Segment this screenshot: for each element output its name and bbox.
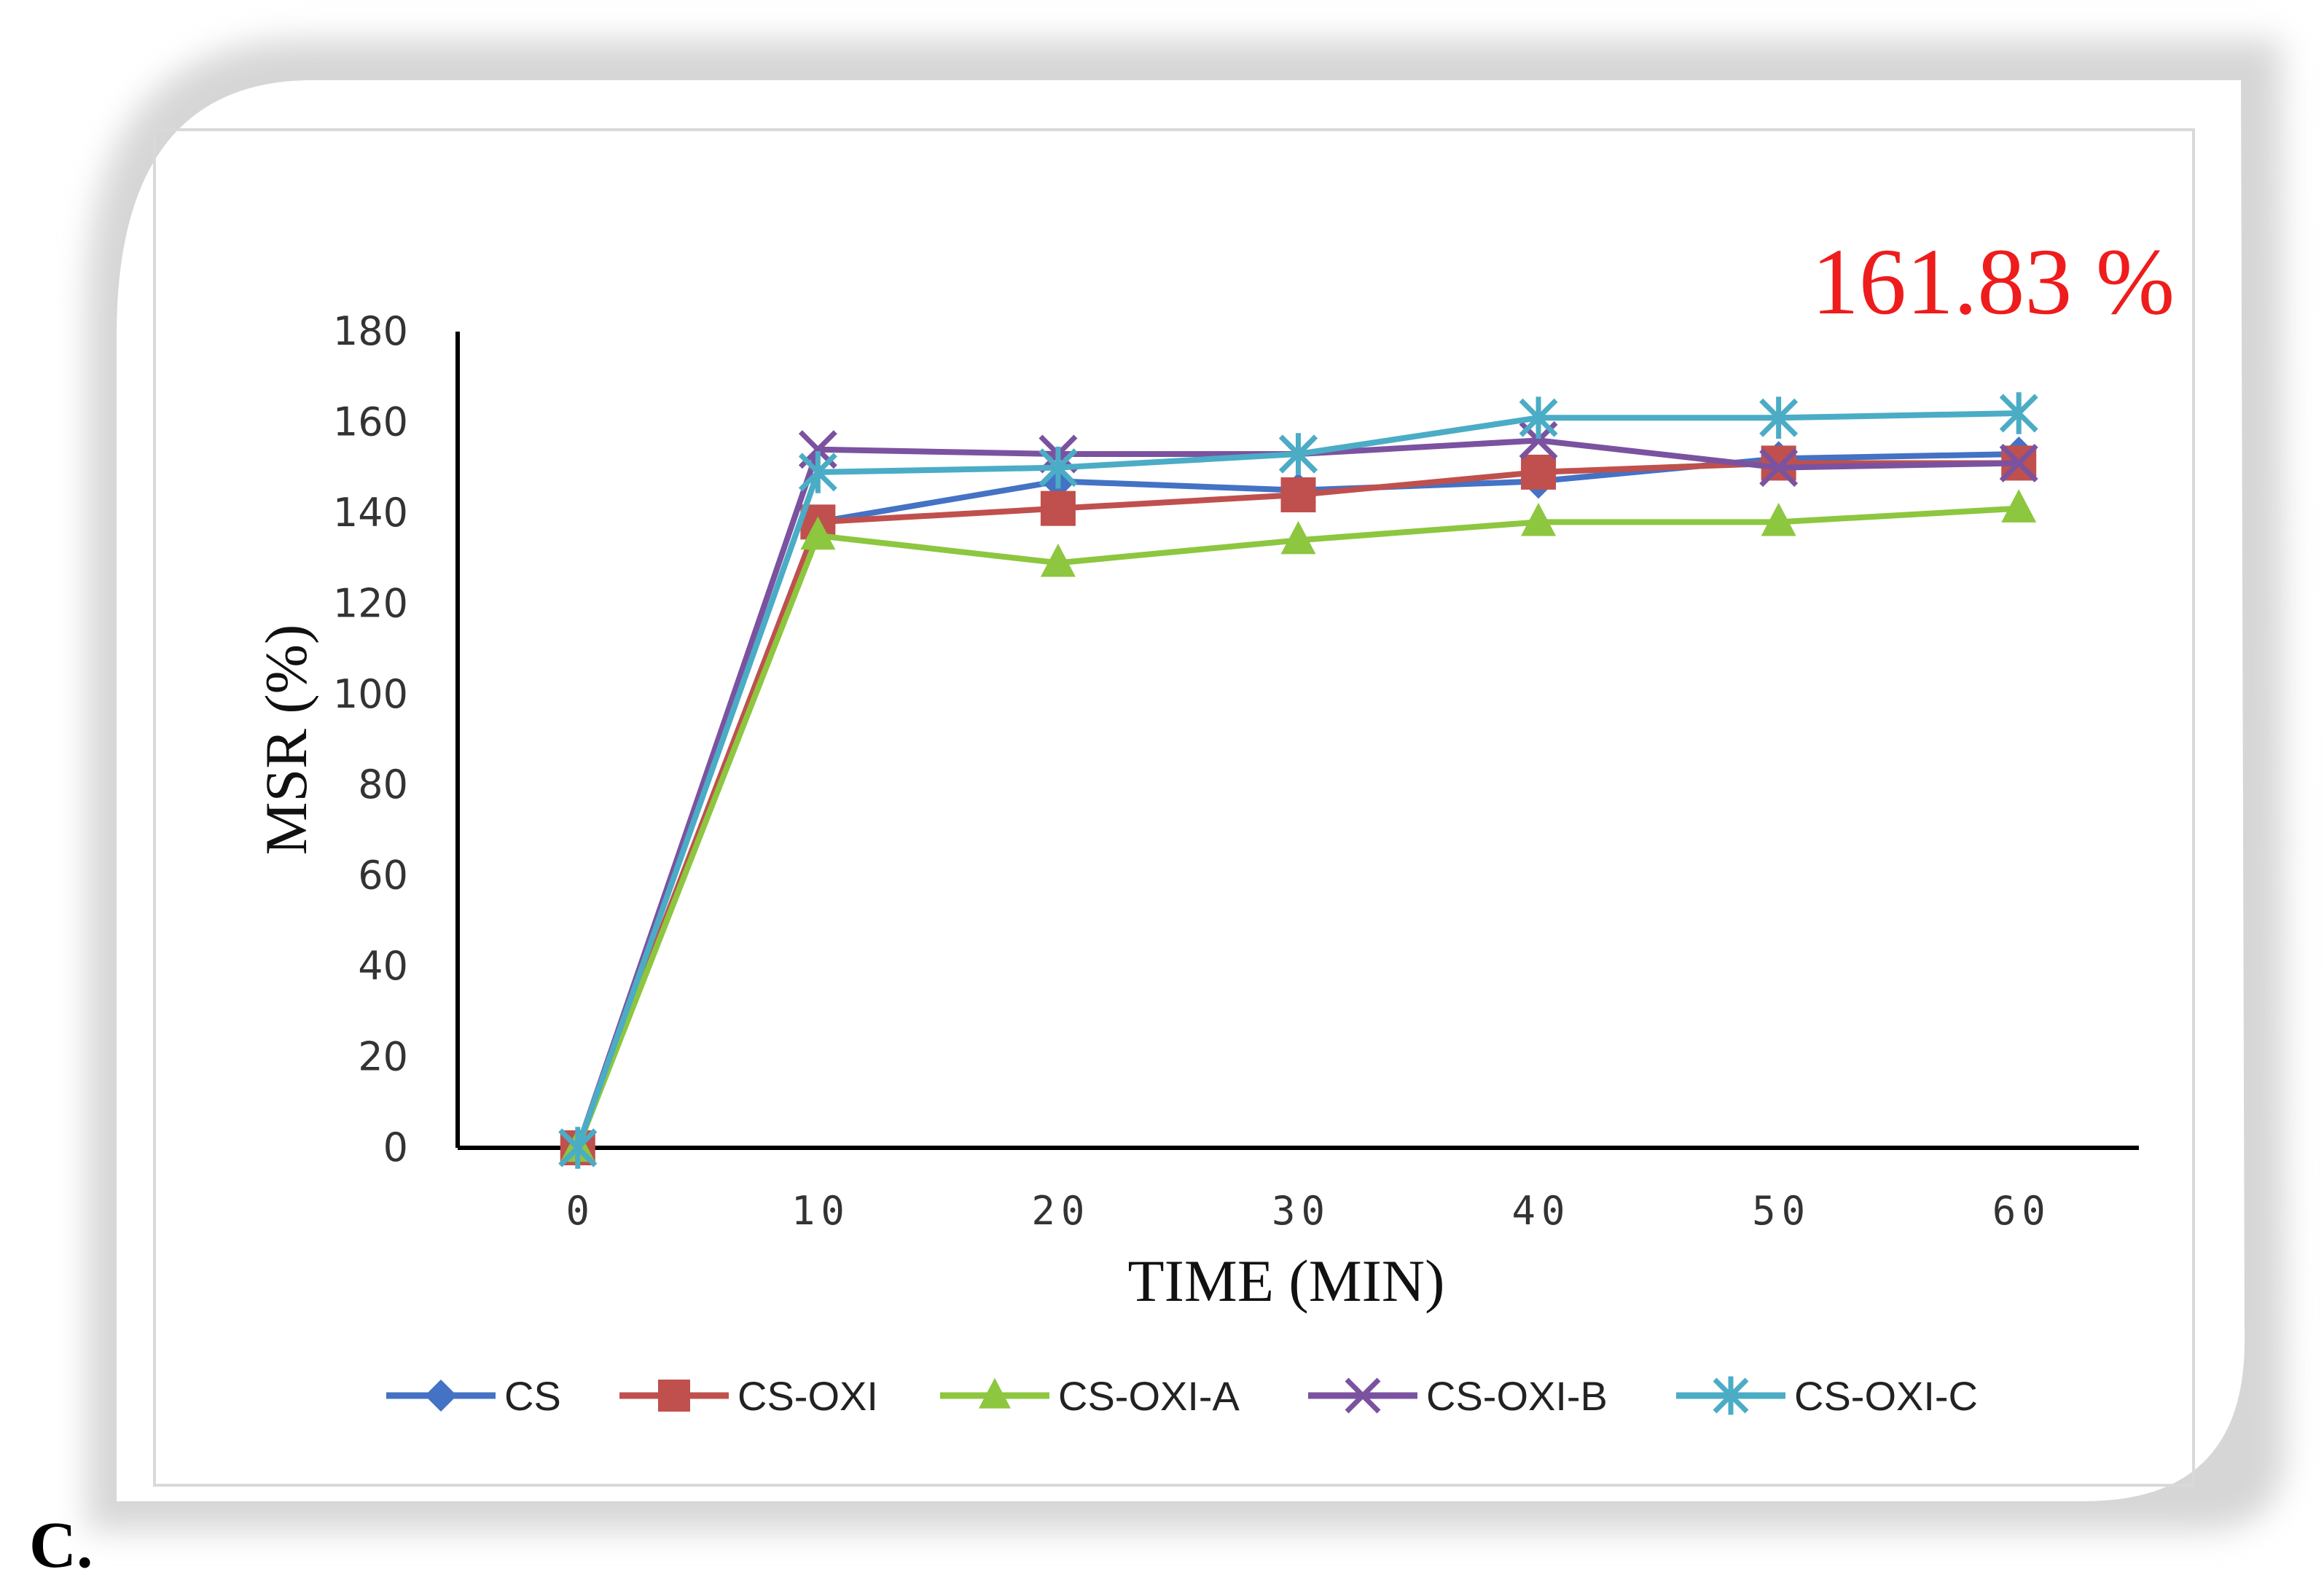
y-tick-label: 80 — [358, 762, 408, 807]
legend-item-cs-oxi-b: CS-OXI-B — [1308, 1373, 1608, 1419]
max-value-annotation: 161.83 % — [1812, 230, 2175, 335]
data-point-cs-oxi-a — [1521, 502, 1557, 536]
y-tick-label: 160 — [333, 399, 408, 445]
legend-marker-cs-oxi-c — [1713, 1376, 1749, 1415]
legend-item-cs-oxi-a: CS-OXI-A — [940, 1373, 1240, 1419]
y-tick-label: 180 — [333, 308, 408, 354]
data-point-cs-oxi-a — [1280, 520, 1316, 555]
legend: CS CS-OXI CS-OXI-A CS-OXI-B CS-OXI-C — [386, 1373, 1978, 1419]
data-point-cs-oxi-c — [1279, 433, 1318, 475]
x-axis-title: TIME (MIN) — [1128, 1248, 1445, 1314]
y-tick-label: 60 — [358, 853, 408, 899]
data-point-cs-oxi-c — [1519, 396, 1558, 439]
y-tick-label: 120 — [333, 580, 408, 626]
series-cs-oxi-a — [560, 489, 2037, 1162]
data-point-cs-oxi-c — [798, 451, 837, 493]
data-point-cs-oxi-a — [800, 516, 836, 550]
y-tick-label: 20 — [358, 1034, 408, 1080]
legend-item-cs-oxi-c: CS-OXI-C — [1676, 1373, 1978, 1419]
x-tick-label: 60 — [1992, 1188, 2051, 1234]
y-tick-label: 100 — [333, 671, 408, 717]
series-line-cs-oxi-a — [575, 505, 2019, 1149]
data-point-cs-oxi-a — [1761, 502, 1796, 536]
data-point-cs-oxi — [1761, 445, 1796, 481]
series-layer — [558, 392, 2038, 1169]
legend-marker-cs-oxi — [658, 1380, 690, 1412]
x-tick-label: 50 — [1752, 1188, 1811, 1234]
data-point-cs-oxi-b — [1999, 443, 2038, 482]
x-tick-labels: 0 10 20 30 40 50 60 — [566, 1188, 2051, 1234]
legend-marker-cs-oxi-a — [979, 1377, 1011, 1409]
y-tick-label: 40 — [358, 943, 408, 989]
data-point-cs-oxi-c — [558, 1127, 598, 1169]
data-point-cs-oxi-c — [1038, 446, 1078, 489]
data-point-cs-oxi — [1280, 477, 1316, 512]
data-point-cs-oxi-c — [1999, 392, 2038, 434]
legend-item-cs-oxi: CS-OXI — [619, 1373, 878, 1419]
legend-label-cs-oxi-b: CS-OXI-B — [1426, 1373, 1608, 1419]
legend-marker-cs-oxi-b — [1345, 1377, 1381, 1414]
y-tick-labels: 0 20 40 60 80 100 120 140 160 180 — [333, 308, 408, 1170]
x-tick-label: 20 — [1031, 1188, 1090, 1234]
axes — [455, 332, 2139, 1150]
y-axis-title: MSR (%) — [253, 625, 319, 856]
data-point-cs-oxi-a — [2001, 489, 2037, 523]
legend-item-cs: CS — [386, 1373, 561, 1419]
series-line-cs — [575, 451, 2019, 1149]
legend-label-cs-oxi-a: CS-OXI-A — [1058, 1373, 1240, 1419]
x-tick-label: 10 — [791, 1188, 850, 1234]
legend-marker-cs — [425, 1380, 457, 1412]
series-line-cs-oxi — [575, 460, 2019, 1149]
data-point-cs-oxi-b — [1759, 448, 1799, 488]
data-point-cs-oxi — [1521, 454, 1557, 490]
y-tick-label: 140 — [333, 490, 408, 536]
series-cs-oxi-c — [558, 392, 2038, 1169]
data-point-cs-oxi — [1040, 490, 1076, 526]
legend-label-cs-oxi: CS-OXI — [738, 1373, 878, 1419]
legend-label-cs: CS — [504, 1373, 561, 1419]
x-tick-label: 30 — [1272, 1188, 1331, 1234]
x-tick-label: 0 — [566, 1188, 596, 1234]
y-tick-label: 0 — [383, 1124, 408, 1170]
x-tick-label: 40 — [1512, 1188, 1571, 1234]
data-point-cs-oxi-a — [1040, 543, 1076, 577]
legend-label-cs-oxi-c: CS-OXI-C — [1794, 1373, 1978, 1419]
data-point-cs-oxi-c — [1759, 396, 1799, 439]
panel-label: C. — [29, 1509, 93, 1581]
